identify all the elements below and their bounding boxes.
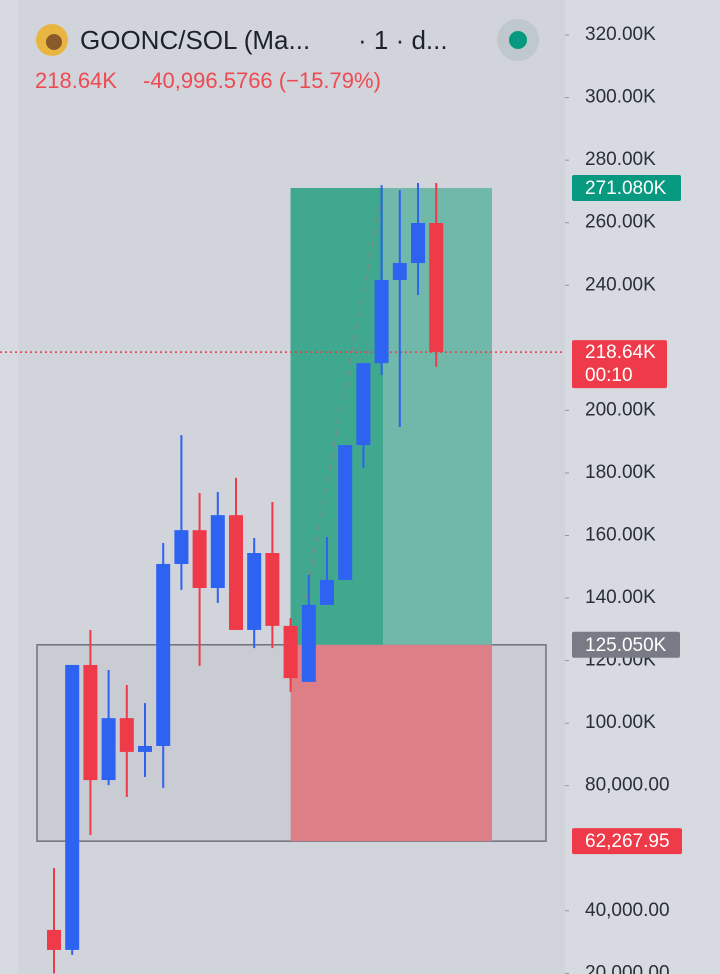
last-price: 218.64K [35, 68, 117, 93]
candle-body [265, 552, 280, 626]
target-tag-label: 271.080K [585, 178, 667, 199]
countdown: 00:10 [585, 365, 633, 386]
entry-tag [572, 631, 680, 658]
candle-body [429, 223, 444, 353]
candle-body [283, 625, 298, 679]
plot: 320.00K 300.00K 280.00K 260.00K 240.00K 200.0… [0, 24, 682, 974]
candle-body [65, 664, 80, 950]
candle-body [210, 515, 225, 589]
candle-body [192, 530, 207, 589]
candle-body [338, 445, 353, 580]
y-tick-label: 200.00K [585, 399, 656, 420]
candle-body [156, 563, 171, 746]
header: GOONC/SOL (Ma... · 1 · d... 218.64K -40,… [35, 19, 539, 93]
interval[interactable]: · 1 · d... [358, 25, 448, 55]
candle-body [47, 929, 61, 950]
entry-tag-label: 125.050K [585, 635, 667, 656]
y-tick-label: 80,000.00 [585, 775, 670, 796]
candle-body [229, 515, 243, 630]
candle-body [301, 604, 316, 682]
status-dot [509, 31, 527, 49]
last-price-tag [572, 340, 667, 389]
symbol-title[interactable]: GOONC/SOL (Ma... [80, 25, 310, 55]
candle-body [138, 745, 152, 752]
candle-body [320, 579, 334, 605]
candle-body [356, 363, 371, 446]
stop-tag [572, 828, 682, 855]
y-tick-label: 280.00K [585, 149, 656, 170]
loss-zone [290, 644, 492, 842]
y-tick-label: 100.00K [585, 712, 656, 733]
candle-body [83, 664, 98, 781]
y-tick-label: 160.00K [585, 524, 656, 545]
y-tick-label: 20,000.00 [585, 962, 670, 974]
candle-body [101, 718, 116, 781]
y-tick-label: 320.00K [585, 24, 656, 45]
candle-body [247, 552, 262, 630]
y-tick-label: 240.00K [585, 274, 656, 295]
symbol-icon-face [46, 34, 62, 50]
y-tick-label: 40,000.00 [585, 900, 670, 921]
y-tick-label: 260.00K [585, 212, 656, 233]
y-tick-label: 140.00K [585, 587, 656, 608]
candle-body [374, 279, 389, 364]
target-tag [572, 175, 681, 202]
stop-tag-label: 62,267.95 [585, 831, 670, 852]
last-price-tag-label: 218.64K [585, 342, 656, 363]
y-tick-label: 300.00K [585, 87, 656, 108]
candle-body [119, 718, 134, 752]
y-tick-label: 180.00K [585, 462, 656, 483]
candle-body [174, 530, 189, 564]
candle-body [411, 223, 425, 264]
price-change: -40,996.5766 (−15.79%) [143, 68, 381, 93]
candle-body [392, 263, 407, 280]
